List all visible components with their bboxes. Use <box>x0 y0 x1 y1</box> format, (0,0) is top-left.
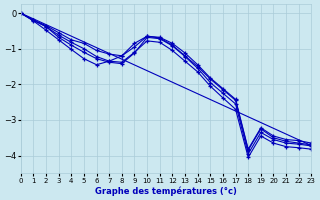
X-axis label: Graphe des températures (°c): Graphe des températures (°c) <box>95 186 237 196</box>
